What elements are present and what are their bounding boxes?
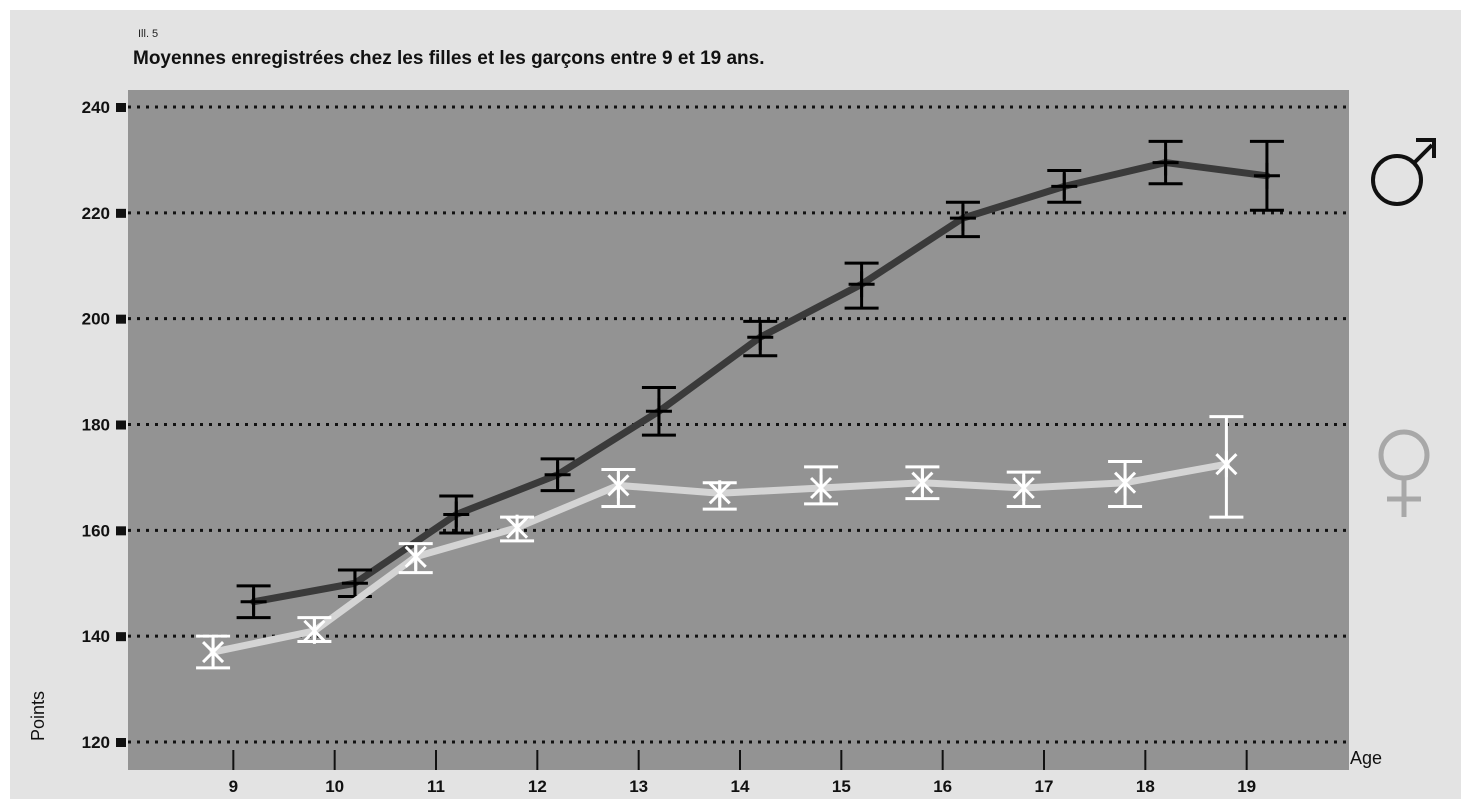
- x-tick-label-13: 13: [629, 777, 648, 796]
- x-tick-label-12: 12: [528, 777, 547, 796]
- y-tick-mark-200: [116, 314, 126, 324]
- x-axis: 9 10 11 12 13 14 15 16 17 18 19: [229, 750, 1256, 796]
- data-point: [1152, 149, 1179, 176]
- data-point: [1253, 162, 1280, 189]
- data-point: [810, 475, 833, 501]
- plot-area: [128, 90, 1349, 770]
- data-point: [911, 469, 934, 496]
- data-point: [240, 588, 267, 615]
- data-point: [202, 639, 225, 666]
- data-point: [645, 398, 672, 425]
- y-tick-mark-140: [116, 632, 126, 642]
- y-tick-mark-180: [116, 420, 126, 430]
- data-point: [1114, 469, 1137, 496]
- female-symbol-circle: [1378, 429, 1430, 481]
- data-point: [303, 617, 326, 644]
- data-point: [848, 271, 875, 298]
- legend-label-male: ♂: [0, 0, 1, 1]
- y-axis: 120 140 160 180 200 220 240: [82, 98, 126, 752]
- y-tick-label-160: 160: [82, 521, 110, 540]
- y-tick-mark-160: [116, 526, 126, 536]
- data-point: [1051, 173, 1078, 200]
- data-point: [341, 570, 368, 597]
- data-point: [607, 472, 630, 499]
- x-tick-label-16: 16: [933, 777, 952, 796]
- female-symbol-icon: ♀: [0, 0, 1430, 517]
- data-point: [1215, 451, 1238, 478]
- data-point: [747, 324, 774, 351]
- legend: ♂ ♀: [0, 0, 1436, 517]
- legend-label-female: ♀: [0, 0, 1, 1]
- data-point: [1012, 475, 1035, 501]
- figure-number: Ill. 5: [138, 28, 159, 40]
- male-symbol-shaft: [1412, 143, 1434, 165]
- x-tick-label-15: 15: [832, 777, 851, 796]
- data-point: [506, 514, 529, 541]
- y-tick-label-180: 180: [82, 416, 110, 435]
- series-girls: [196, 415, 1244, 670]
- x-tick-label-17: 17: [1035, 777, 1054, 796]
- x-tick-label-10: 10: [325, 777, 344, 796]
- y-tick-mark-220: [116, 208, 126, 218]
- y-tick-label-220: 220: [82, 204, 110, 223]
- y-tick-mark-120: [116, 738, 126, 747]
- x-tick-label-11: 11: [427, 777, 445, 796]
- data-point: [404, 543, 427, 570]
- y-tick-label-140: 140: [82, 627, 110, 646]
- x-tick-label-18: 18: [1136, 777, 1155, 796]
- y-tick-mark-240: [116, 103, 126, 112]
- y-tick-label-200: 200: [82, 310, 110, 329]
- x-tick-label-9: 9: [229, 777, 238, 796]
- data-point: [544, 461, 571, 488]
- male-symbol-icon: ♂: [0, 0, 1436, 206]
- x-tick-label-19: 19: [1237, 777, 1256, 796]
- x-tick-label-14: 14: [731, 777, 750, 796]
- chart-title: Moyennes enregistrées chez les filles et…: [133, 48, 765, 69]
- x-axis-label: Age: [1350, 748, 1382, 768]
- series-layer: [196, 139, 1284, 670]
- y-axis-label: Points: [28, 691, 48, 741]
- grid-layer: [128, 105, 1349, 744]
- y-tick-label-240: 240: [82, 98, 110, 117]
- series-boys: [236, 139, 1284, 620]
- data-point: [443, 501, 470, 528]
- data-point: [708, 480, 731, 507]
- data-point: [949, 205, 976, 232]
- y-tick-label-120: 120: [82, 733, 110, 752]
- male-symbol-head: [1416, 138, 1436, 158]
- male-symbol-circle: [1371, 154, 1423, 206]
